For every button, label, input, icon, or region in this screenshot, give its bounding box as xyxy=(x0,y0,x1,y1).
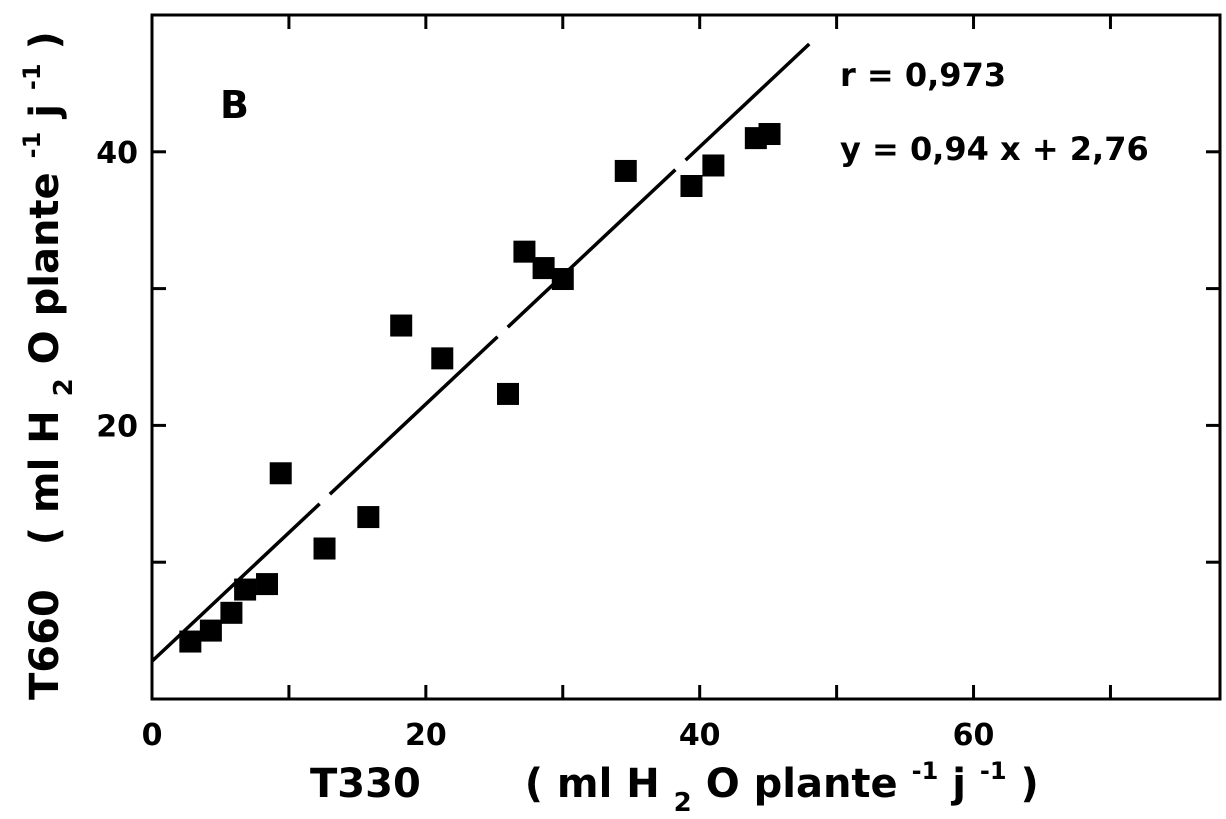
data-point xyxy=(179,630,202,653)
data-point xyxy=(551,268,574,291)
y-axis-unit-close: ) xyxy=(22,31,68,49)
x-axis-unit-sub: 2 xyxy=(674,788,692,818)
x-axis-unit-close: ) xyxy=(1021,761,1039,807)
data-point xyxy=(390,314,413,337)
x-axis-unit-sup2: -1 xyxy=(980,757,1007,785)
x-axis-unit-mid: O plante xyxy=(706,761,898,807)
data-point xyxy=(680,175,703,197)
data-points xyxy=(179,123,781,653)
y-axis-unit-sup2: -1 xyxy=(18,63,46,90)
data-point xyxy=(199,619,222,642)
tick-marks xyxy=(152,15,1220,699)
y-axis-unit-sub: 2 xyxy=(49,378,79,396)
plot-frame xyxy=(150,13,1222,701)
y-axis-unit-mid: O plante xyxy=(22,172,68,364)
data-point xyxy=(497,382,519,405)
y-tick-label: 20 xyxy=(96,409,138,444)
data-point xyxy=(357,506,380,529)
y-axis-name: T660 xyxy=(22,589,68,700)
tick-labels: 0 20 40 60 20 40 xyxy=(96,136,994,753)
regression-line-path xyxy=(150,42,811,663)
data-point xyxy=(256,573,279,596)
y-axis-unit-j: j xyxy=(22,104,68,120)
data-point xyxy=(220,601,243,624)
x-axis-name: T330 xyxy=(310,761,421,807)
panel-label: B xyxy=(220,83,249,127)
data-point xyxy=(269,462,292,485)
data-point xyxy=(758,123,781,146)
equation-annotation: y = 0,94 x + 2,76 xyxy=(840,130,1149,168)
r-annotation: r = 0,973 xyxy=(840,56,1006,94)
x-tick-label: 40 xyxy=(679,718,721,753)
x-tick-label: 60 xyxy=(953,718,995,753)
x-axis-unit-prefix: ( ml H xyxy=(525,761,660,807)
y-axis-unit-sup1: -1 xyxy=(18,132,46,159)
data-point xyxy=(513,240,536,263)
data-point xyxy=(614,159,637,182)
regression-line xyxy=(150,42,811,663)
y-axis-unit-prefix: ( ml H xyxy=(22,410,68,545)
x-axis-unit-sup1: -1 xyxy=(912,757,939,785)
data-point xyxy=(702,154,725,177)
x-axis-unit-j: j xyxy=(950,761,966,807)
data-point xyxy=(532,257,555,280)
data-point xyxy=(431,347,454,370)
y-axis-label: T660 ( ml H 2 O plante -1 j -1 ) xyxy=(4,31,82,700)
x-tick-label: 0 xyxy=(142,718,163,753)
x-tick-label: 20 xyxy=(405,718,447,753)
x-axis-label: T330 ( ml H 2 O plante -1 j -1 ) xyxy=(310,743,1039,819)
data-point xyxy=(313,537,336,560)
data-point xyxy=(234,578,257,601)
y-tick-label: 40 xyxy=(96,136,138,171)
